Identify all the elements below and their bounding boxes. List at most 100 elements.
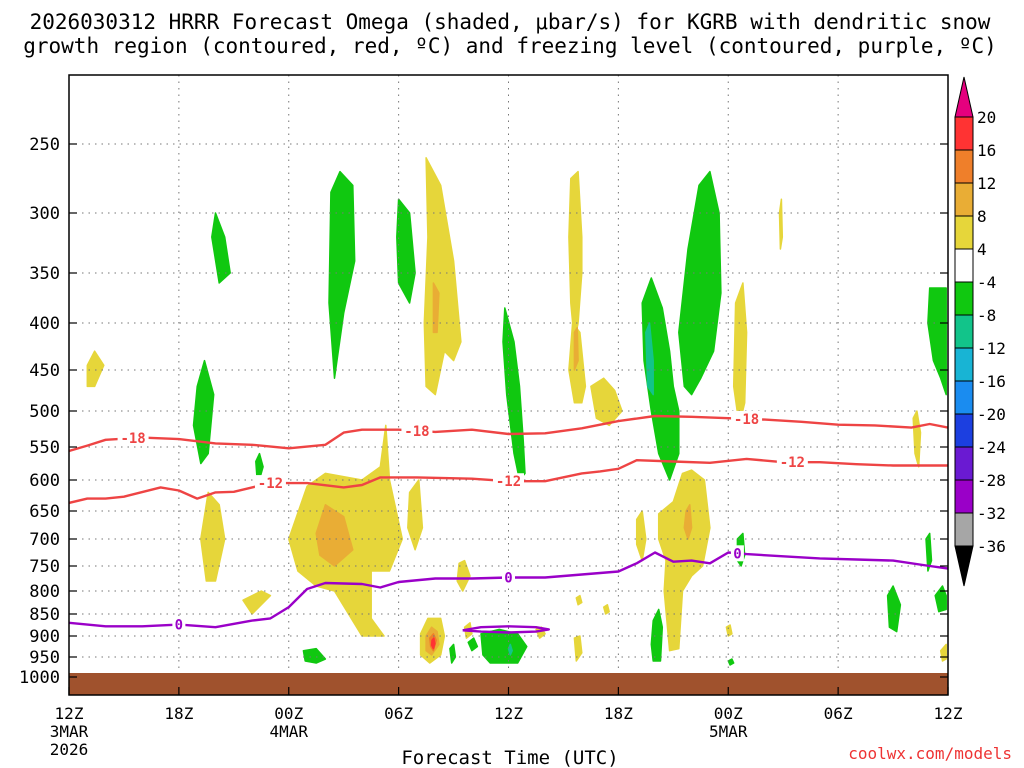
colorbar-label: 16 [977, 141, 996, 160]
colorbar-label: 20 [977, 108, 996, 127]
contour-label: 0 [175, 618, 183, 634]
contour-label-bg [117, 430, 149, 447]
y-tick-label: 400 [29, 314, 60, 334]
x-tick-label: 12Z [934, 704, 963, 723]
colorbar-label: -16 [977, 372, 1006, 391]
omega-region-43 [727, 658, 735, 666]
x-tick-label: 06Z [384, 704, 413, 723]
contour-label-bg [172, 616, 186, 633]
omega-region-30 [573, 635, 583, 662]
colorbar-label: -8 [977, 306, 996, 325]
colorbar-bottom-arrow [954, 545, 974, 587]
omega-region-47 [925, 532, 933, 572]
x-tick-label: 18Z [604, 704, 633, 723]
x-tick-date: 4MAR [269, 722, 308, 741]
colorbar-swatch-9 [954, 413, 974, 448]
y-tick-label: 900 [29, 627, 60, 647]
omega-region-33 [641, 277, 680, 481]
omega-region-3 [200, 491, 226, 582]
y-tick-label: 550 [29, 438, 60, 458]
colorbar-top-arrow [954, 76, 974, 118]
omega-region-32 [635, 510, 647, 562]
omega-region-22 [502, 307, 526, 481]
y-tick-label: 750 [29, 557, 60, 577]
omega-region-2 [211, 212, 231, 284]
y-tick-label: 1000 [19, 668, 60, 688]
contour-label-bg [731, 410, 763, 427]
colorbar-swatch-10 [954, 446, 974, 481]
omega-region-24 [507, 643, 513, 656]
colorbar-swatch-2 [954, 182, 974, 217]
colorbar-swatch-12 [954, 512, 974, 547]
omega-region-12 [423, 157, 462, 396]
omega-region-50 [778, 198, 784, 250]
colorbar-swatch-6 [954, 314, 974, 349]
y-tick-label: 250 [29, 135, 60, 155]
colorbar-swatch-0 [954, 116, 974, 151]
colorbar-label: -36 [977, 537, 1006, 556]
omega-region-34 [645, 322, 654, 396]
omega-region-44 [912, 410, 922, 468]
contour-label-bg [730, 545, 744, 562]
omega-region-37 [683, 504, 693, 540]
omega-region-29 [590, 377, 623, 427]
omega-region-14 [456, 559, 471, 592]
y-tick-label: 800 [29, 582, 60, 602]
colorbar-swatch-3 [954, 215, 974, 250]
x-tick-date: 3MAR [50, 722, 89, 741]
credit-text: coolwx.com/models [848, 744, 1012, 763]
omega-region-45 [927, 287, 947, 396]
omega-region-21 [467, 637, 479, 652]
contour--18 [69, 414, 948, 453]
omega-region-8 [315, 504, 354, 567]
omega-region-35 [678, 170, 722, 396]
x-tick-year: 2026 [50, 740, 89, 759]
omega-region-26 [568, 170, 583, 343]
y-tick-label: 650 [29, 502, 60, 522]
contour-0 [69, 551, 948, 629]
colorbar-swatch-1 [954, 149, 974, 184]
x-axis-label: Forecast Time (UTC) [401, 747, 618, 768]
colorbar-swatch-8 [954, 380, 974, 415]
contour-label: 0 [733, 546, 741, 562]
colorbar-swatch-4 [954, 248, 974, 283]
omega-region-48 [934, 585, 947, 613]
omega-region-23 [480, 628, 528, 664]
y-tick-label: 850 [29, 605, 60, 625]
omega-region-6 [328, 170, 356, 379]
contour-label-bg [776, 454, 808, 471]
x-tick-label: 12Z [494, 704, 523, 723]
omega-region-18 [430, 637, 436, 650]
y-tick-label: 700 [29, 530, 60, 550]
omega-region-1 [192, 359, 215, 465]
colorbar-label: -24 [977, 438, 1006, 457]
colorbar-label: -12 [977, 339, 1006, 358]
x-tick-date: 5MAR [709, 722, 748, 741]
chart-title-line1: 2026030312 HRRR Forecast Omega (shaded, … [30, 10, 991, 34]
contour-label-bg [502, 569, 515, 586]
contour-label-bg [401, 422, 433, 439]
omega-region-46 [886, 585, 902, 633]
omega-region-39 [602, 604, 610, 615]
colorbar-label: 4 [977, 240, 987, 259]
contour-label: 0 [504, 571, 512, 587]
x-tick-label: 12Z [55, 704, 84, 723]
contour-label: -12 [496, 474, 521, 490]
colorbar-label: -28 [977, 471, 1006, 490]
colorbar-label: 8 [977, 207, 987, 226]
omega-region-28 [573, 326, 579, 371]
colorbar-label: -32 [977, 504, 1006, 523]
colorbar-label: -20 [977, 405, 1006, 424]
temperature-contours: -18 -18 -18 -12 -12 -12 0 0 0 [69, 410, 948, 634]
y-tick-label: 950 [29, 648, 60, 668]
contour-0-loop [462, 625, 550, 634]
omega-region-49 [939, 643, 947, 662]
omega-region-10 [396, 198, 416, 304]
contour-label: -18 [120, 431, 145, 447]
y-tick-label: 600 [29, 471, 60, 491]
chart-title-line2: growth region (contoured, red, ºC) and f… [23, 34, 997, 58]
contour-label: -18 [404, 424, 429, 440]
omega-region-38 [650, 608, 664, 662]
